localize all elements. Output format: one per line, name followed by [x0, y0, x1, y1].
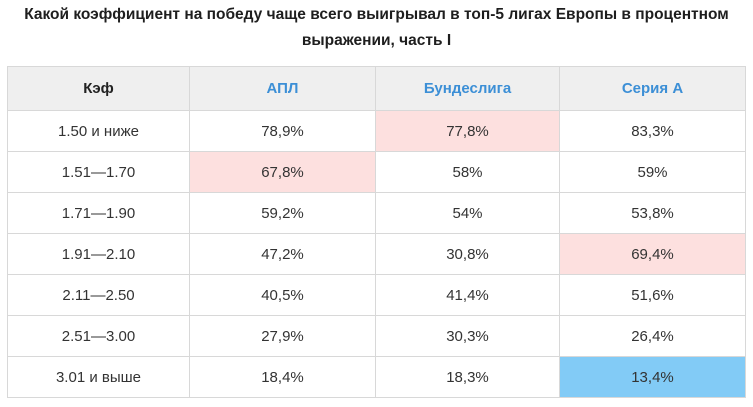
apl-cell: 59,2%	[189, 192, 376, 234]
odds-range-cell: 1.71—1.90	[7, 192, 190, 234]
serie-a-cell: 83,3%	[559, 110, 746, 152]
header-apl: АПЛ	[189, 66, 376, 111]
apl-cell: 18,4%	[189, 356, 376, 398]
bundesliga-cell: 77,8%	[375, 110, 560, 152]
odds-range-cell: 2.51—3.00	[7, 315, 190, 357]
header-row: Кэф АПЛ Бундеслига Серия А	[7, 66, 746, 111]
odds-win-rate-table: Кэф АПЛ Бундеслига Серия А 1.50 и ниже 7…	[7, 66, 746, 398]
serie-a-cell: 53,8%	[559, 192, 746, 234]
table-row: 2.11—2.50 40,5% 41,4% 51,6%	[7, 274, 746, 316]
table-row: 1.50 и ниже 78,9% 77,8% 83,3%	[7, 110, 746, 152]
table-row: 1.51—1.70 67,8% 58% 59%	[7, 151, 746, 193]
apl-cell: 47,2%	[189, 233, 376, 275]
apl-cell: 40,5%	[189, 274, 376, 316]
bundesliga-cell: 58%	[375, 151, 560, 193]
table-row: 3.01 и выше 18,4% 18,3% 13,4%	[7, 356, 746, 398]
apl-cell: 27,9%	[189, 315, 376, 357]
odds-range-cell: 1.91—2.10	[7, 233, 190, 275]
odds-range-cell: 1.50 и ниже	[7, 110, 190, 152]
table-row: 1.71—1.90 59,2% 54% 53,8%	[7, 192, 746, 234]
bundesliga-cell: 18,3%	[375, 356, 560, 398]
serie-a-cell: 69,4%	[559, 233, 746, 275]
odds-range-cell: 1.51—1.70	[7, 151, 190, 193]
serie-a-cell: 51,6%	[559, 274, 746, 316]
header-bundesliga: Бундеслига	[375, 66, 560, 111]
serie-a-cell: 26,4%	[559, 315, 746, 357]
header-serie-a: Серия А	[559, 66, 746, 111]
table-row: 1.91—2.10 47,2% 30,8% 69,4%	[7, 233, 746, 275]
header-odds: Кэф	[7, 66, 190, 111]
serie-a-cell: 13,4%	[559, 356, 746, 398]
bundesliga-cell: 30,8%	[375, 233, 560, 275]
table-title: Какой коэффициент на победу чаще всего в…	[24, 6, 729, 49]
odds-range-cell: 3.01 и выше	[7, 356, 190, 398]
apl-cell: 78,9%	[189, 110, 376, 152]
bundesliga-cell: 54%	[375, 192, 560, 234]
odds-range-cell: 2.11—2.50	[7, 274, 190, 316]
apl-cell: 67,8%	[189, 151, 376, 193]
bundesliga-cell: 30,3%	[375, 315, 560, 357]
serie-a-cell: 59%	[559, 151, 746, 193]
table-row: 2.51—3.00 27,9% 30,3% 26,4%	[7, 315, 746, 357]
bundesliga-cell: 41,4%	[375, 274, 560, 316]
